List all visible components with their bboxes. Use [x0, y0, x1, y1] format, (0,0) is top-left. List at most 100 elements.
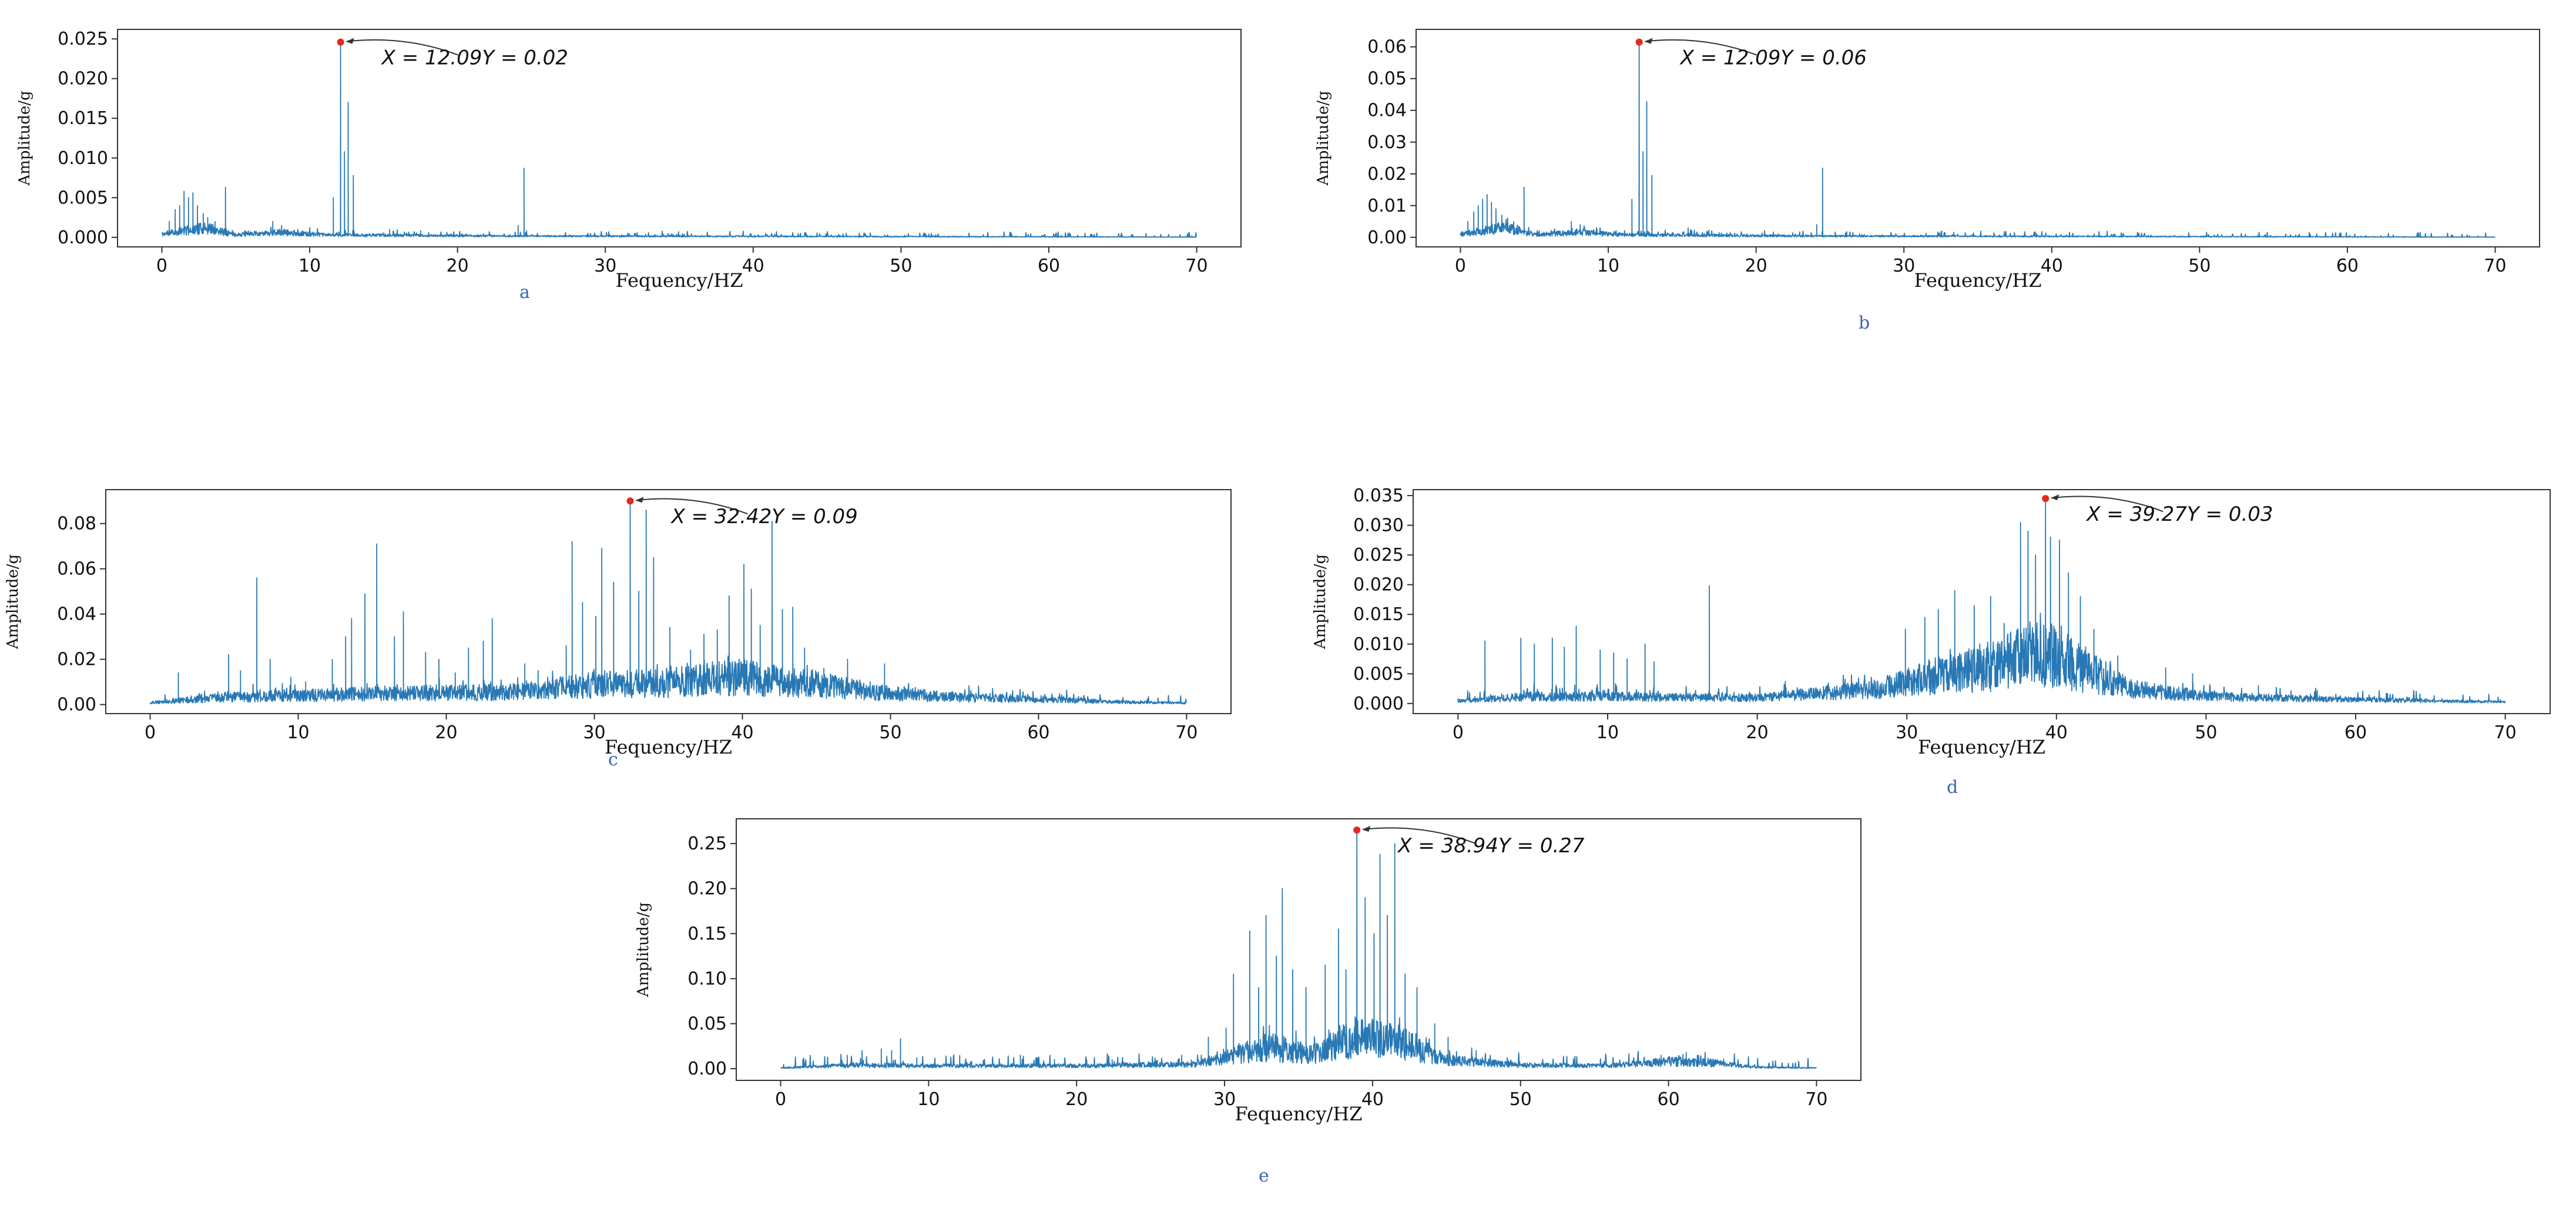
chart-e: 0 10 20 30 40 50 60 70 0.00 0.05 0.10 0.15 0.20 0.25 F…: [635, 818, 1861, 1125]
caption-d: d: [1947, 777, 1958, 798]
peak-arrow-e: [1363, 827, 1475, 844]
y-tick-label-b-2: 0.02: [1367, 164, 1407, 185]
y-tick-label-c-0: 0.00: [57, 695, 96, 715]
spectrum-line-c: [149, 500, 1188, 705]
peak-annotation-c: X = 32.42Y = 0.09: [670, 505, 857, 528]
peak-arrowhead-a: [346, 38, 354, 44]
y-axis-label-d: Amplitude/g: [1312, 554, 1329, 650]
x-tick-label-e-2: 20: [1065, 1089, 1088, 1110]
y-tick-label-a-3: 0.015: [58, 108, 108, 129]
x-tick-label-c-7: 70: [1175, 722, 1198, 743]
y-tick-label-b-6: 0.06: [1367, 37, 1407, 58]
x-tick-label-b-5: 50: [2188, 256, 2211, 276]
y-tick-label-a-0: 0.000: [58, 227, 108, 248]
x-tick-label-d-2: 20: [1746, 722, 1768, 743]
y-tick-label-e-5: 0.25: [687, 834, 727, 854]
peak-arrowhead-c: [635, 497, 644, 503]
x-tick-label-d-5: 50: [2195, 722, 2217, 743]
y-tick-label-d-1: 0.005: [1353, 664, 1404, 684]
plot-frame-a: [117, 29, 1242, 247]
x-tick-label-d-1: 10: [1596, 722, 1619, 743]
y-tick-label-a-4: 0.020: [58, 69, 108, 89]
x-axis-label-d: Fequency/HZ: [1918, 736, 2045, 758]
peak-arrow-b: [1645, 39, 1757, 56]
y-tick-label-b-0: 0.00: [1367, 227, 1407, 248]
x-tick-label-b-2: 20: [1745, 256, 1767, 276]
chart-a: 0 10 20 30 40 50 60 70 0.000 0.005 0.010 0.015 0.020…: [16, 29, 1242, 292]
y-tick-label-c-1: 0.02: [57, 650, 96, 670]
y-tick-label-e-0: 0.00: [687, 1059, 727, 1079]
x-tick-label-d-7: 70: [2494, 722, 2517, 743]
y-tick-label-d-2: 0.010: [1353, 634, 1404, 655]
peak-arrow-d: [2051, 496, 2164, 513]
y-tick-label-d-6: 0.030: [1353, 516, 1404, 536]
y-axis-label-c: Amplitude/g: [4, 554, 22, 650]
plot-frame-c: [105, 489, 1232, 714]
y-tick-label-d-0: 0.000: [1353, 694, 1404, 714]
peak-marker-e: [1353, 826, 1361, 834]
x-tick-label-b-0: 0: [1455, 256, 1466, 276]
x-tick-label-a-0: 0: [156, 256, 167, 276]
y-axis-label-b: Amplitude/g: [1314, 91, 1332, 186]
x-tick-label-c-0: 0: [145, 722, 156, 743]
y-tick-label-c-3: 0.06: [57, 559, 96, 580]
x-axis-label-e: Fequency/HZ: [1235, 1103, 1363, 1125]
y-tick-label-d-3: 0.015: [1353, 604, 1404, 625]
x-tick-label-e-5: 50: [1510, 1089, 1532, 1110]
peak-arrowhead-b: [1644, 38, 1653, 44]
y-tick-label-e-3: 0.15: [687, 923, 727, 944]
x-tick-label-b-3: 30: [1893, 256, 1915, 276]
peak-arrowhead-e: [1362, 826, 1371, 832]
y-tick-label-a-2: 0.010: [58, 148, 108, 169]
peak-annotation-d: X = 39.27Y = 0.03: [2085, 503, 2273, 526]
peak-arrow-c: [636, 498, 748, 515]
x-tick-label-b-1: 10: [1597, 256, 1619, 276]
y-tick-label-b-3: 0.03: [1367, 132, 1407, 153]
x-tick-label-e-6: 60: [1658, 1089, 1680, 1110]
y-tick-label-a-1: 0.005: [58, 188, 108, 208]
plot-frame-e: [736, 818, 1861, 1081]
y-tick-label-a-5: 0.025: [58, 29, 108, 49]
x-tick-label-b-7: 70: [2484, 256, 2506, 276]
x-tick-label-a-5: 50: [890, 256, 912, 276]
caption-a: a: [519, 282, 530, 303]
x-tick-label-e-3: 30: [1213, 1089, 1236, 1110]
caption-e: e: [1259, 1166, 1269, 1186]
y-axis-label-e: Amplitude/g: [635, 902, 652, 998]
x-tick-label-e-7: 70: [1805, 1089, 1827, 1110]
x-tick-label-e-0: 0: [775, 1089, 786, 1110]
x-tick-label-c-3: 30: [583, 722, 605, 743]
y-tick-label-d-4: 0.020: [1353, 575, 1404, 595]
x-tick-label-a-7: 70: [1185, 256, 1208, 276]
y-tick-label-c-4: 0.08: [57, 514, 96, 534]
peak-marker-c: [626, 497, 634, 505]
y-tick-label-b-4: 0.04: [1367, 101, 1407, 121]
spectrum-line-e: [780, 829, 1817, 1069]
peak-arrowhead-d: [2051, 494, 2060, 501]
peak-marker-a: [337, 38, 344, 46]
x-axis-label-c: Fequency/HZ: [605, 736, 732, 758]
spectrum-line-b: [1460, 41, 2496, 238]
plot-frame-b: [1416, 29, 2540, 247]
x-tick-label-d-6: 60: [2344, 722, 2367, 743]
peak-annotation-e: X = 38.94Y = 0.27: [1397, 834, 1585, 858]
x-tick-label-c-4: 40: [731, 722, 753, 743]
y-tick-label-e-4: 0.20: [687, 879, 727, 899]
x-axis-label-a: Fequency/HZ: [616, 269, 743, 292]
y-tick-label-c-2: 0.04: [57, 604, 96, 625]
y-tick-label-e-1: 0.05: [687, 1013, 727, 1034]
spectrum-line-a: [161, 41, 1197, 238]
x-tick-label-c-5: 50: [879, 722, 901, 743]
y-axis-label-a: Amplitude/g: [16, 91, 33, 186]
chart-d: 0 10 20 30 40 50 60 70 0.000 0.005 0.010 0.015 0.020…: [1312, 486, 2551, 758]
y-tick-label-b-1: 0.01: [1367, 196, 1407, 216]
x-tick-label-a-3: 30: [594, 256, 616, 276]
x-tick-label-a-4: 40: [742, 256, 764, 276]
x-tick-label-e-1: 10: [917, 1089, 940, 1110]
x-tick-label-e-4: 40: [1361, 1089, 1384, 1110]
x-axis-label-b: Fequency/HZ: [1914, 269, 2042, 292]
peak-arrow-a: [346, 39, 458, 56]
x-tick-label-d-3: 30: [1896, 722, 1918, 743]
